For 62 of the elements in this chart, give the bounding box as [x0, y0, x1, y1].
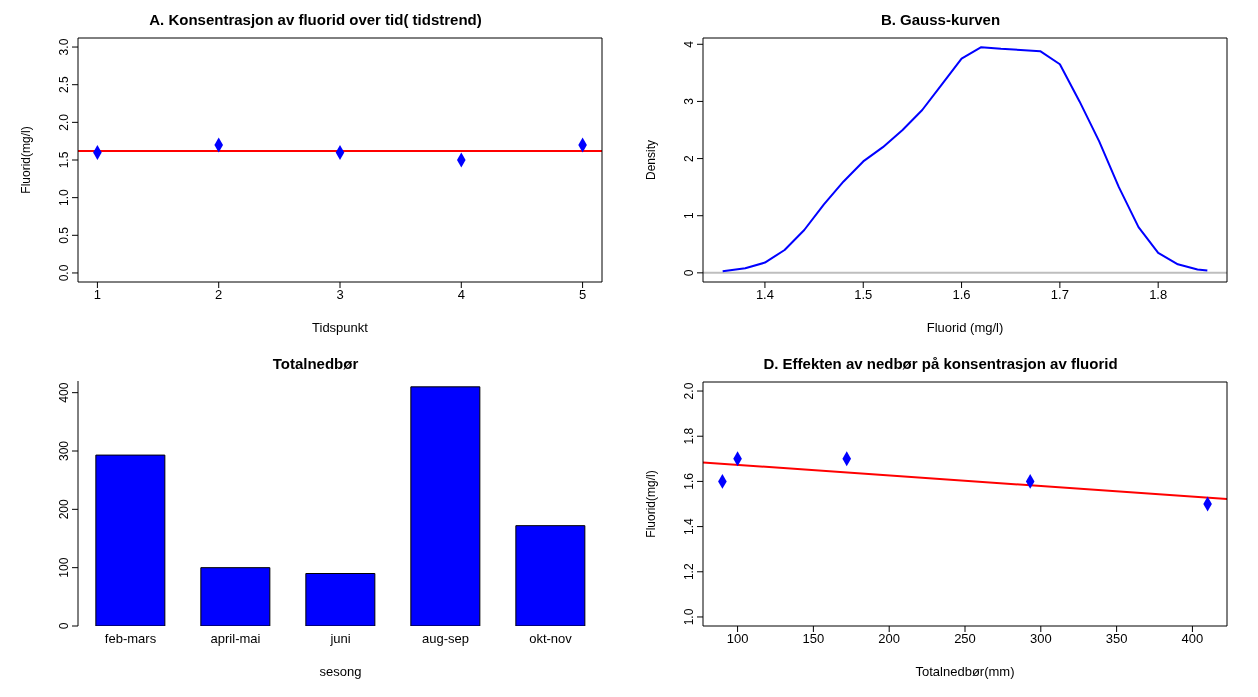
y-tick-label: 1.2 — [682, 563, 696, 581]
chart-title: A. Konsentrasjon av fluorid over tid( tidstrend) — [148, 10, 483, 30]
x-tick-label: 400 — [1181, 631, 1204, 647]
x-tick-label: 300 — [1029, 631, 1052, 647]
y-axis-title: Fluorid(mg/l) — [19, 126, 34, 194]
x-tick-label: 2 — [215, 287, 223, 303]
y-tick-label: 3.0 — [57, 38, 71, 56]
y-tick-label: 4 — [682, 40, 696, 48]
x-tick-label: 150 — [802, 631, 825, 647]
y-tick-label: 0 — [682, 269, 696, 277]
x-axis-title: Totalnedbør(mm) — [915, 664, 1015, 679]
x-tick-label: 5 — [578, 287, 587, 303]
x-tick-label: aug-sep — [422, 631, 469, 647]
y-tick-label: 1.5 — [57, 151, 71, 169]
bar — [95, 454, 166, 626]
bar — [200, 567, 271, 626]
x-tick-label: april-mai — [210, 631, 261, 647]
y-tick-label: 1.8 — [682, 427, 696, 445]
x-tick-label: 1.6 — [952, 287, 971, 303]
chart-title: D. Effekten av nedbør på konsentrasjon av fluorid — [762, 354, 1119, 374]
y-tick-label: 2 — [682, 154, 696, 162]
y-tick-label: 200 — [57, 499, 71, 520]
x-tick-label: 3 — [336, 287, 344, 303]
y-tick-label: 1.0 — [682, 608, 696, 626]
y-tick-label: 300 — [57, 440, 71, 462]
line-series — [721, 46, 1209, 273]
y-tick-label: 100 — [57, 557, 71, 578]
x-tick-label: 1.8 — [1149, 287, 1168, 303]
bar — [515, 525, 586, 626]
y-tick-label: 0.0 — [57, 264, 71, 282]
x-tick-label: 100 — [726, 631, 749, 647]
y-tick-label: 0 — [57, 622, 71, 630]
chart-title: B. Gauss-kurven — [879, 10, 1002, 30]
x-tick-label: 1.4 — [755, 287, 774, 303]
y-tick-label: 2.0 — [682, 382, 696, 400]
y-tick-label: 2.5 — [57, 76, 71, 94]
x-tick-label: juni — [329, 631, 351, 647]
y-axis-title: Density — [644, 139, 659, 181]
y-tick-label: 1.4 — [682, 517, 696, 535]
x-axis-title: Tidspunkt — [312, 320, 369, 335]
x-tick-label: 350 — [1105, 631, 1128, 647]
x-tick-label: 1.7 — [1050, 287, 1069, 303]
x-tick-label: 4 — [457, 287, 465, 303]
bar — [410, 386, 481, 626]
y-tick-label: 1.0 — [57, 188, 71, 206]
x-tick-label: 250 — [954, 631, 976, 647]
x-tick-label: 1.5 — [854, 287, 873, 303]
x-tick-label: okt-nov — [529, 631, 573, 647]
y-tick-label: 1 — [682, 212, 696, 220]
x-axis-title: Fluorid (mg/l) — [926, 320, 1004, 335]
x-tick-label: 1 — [93, 287, 102, 303]
x-tick-label: feb-mars — [104, 631, 157, 647]
y-tick-label: 0.5 — [57, 226, 71, 244]
bar — [305, 573, 376, 626]
chart-title: Totalnedbør — [271, 354, 360, 374]
y-tick-label: 3 — [682, 97, 696, 105]
y-tick-label: 1.6 — [682, 472, 696, 490]
x-tick-label: 200 — [878, 631, 901, 647]
y-tick-label: 2.0 — [57, 113, 71, 131]
y-axis-title: Fluorid(mg/l) — [644, 470, 659, 538]
x-axis-title: sesong — [319, 664, 362, 679]
y-tick-label: 400 — [57, 382, 71, 403]
